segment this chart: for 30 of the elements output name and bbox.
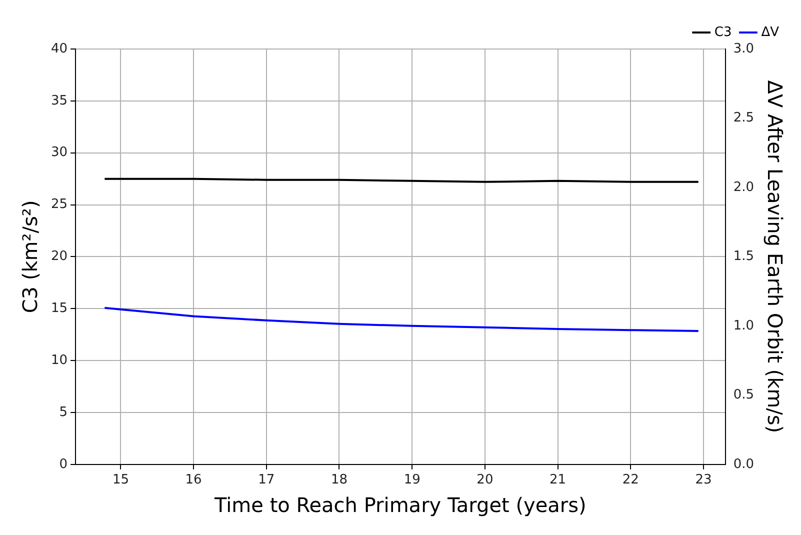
- x-tick-label: 16: [185, 472, 202, 488]
- y-axis-title: C3 (km²/s²): [18, 200, 42, 314]
- y2-tick-label: 2.5: [733, 110, 754, 126]
- y-tick-label: 30: [50, 145, 68, 160]
- y-tick-label: 25: [50, 197, 68, 212]
- y2-tick-label: 0.5: [733, 388, 754, 403]
- y2-tick-label: 1.5: [733, 249, 754, 264]
- x-axis-title: Time to Reach Primary Target (years): [214, 493, 586, 518]
- x-tick-label: 19: [404, 472, 420, 488]
- y-tick-label: 15: [50, 301, 68, 316]
- x-tick-label: 18: [330, 472, 348, 488]
- x-tick-label: 22: [622, 472, 639, 488]
- legend-label: C3: [714, 24, 732, 40]
- y2-tick-label: 0.0: [733, 456, 754, 472]
- x-tick-label: 20: [476, 472, 494, 488]
- y2-tick-label: 2.0: [733, 180, 754, 195]
- y2-tick-label: 1.0: [733, 318, 754, 334]
- legend-label: ΔV: [761, 24, 780, 40]
- y-tick-label: 0: [59, 456, 68, 472]
- x-tick-label: 15: [112, 472, 129, 488]
- x-tick-label: 17: [258, 472, 275, 488]
- y-tick-label: 10: [50, 352, 68, 368]
- y-tick-label: 20: [50, 249, 68, 264]
- x-tick-label: 21: [550, 472, 566, 488]
- y-tick-label: 5: [59, 404, 68, 420]
- y2-axis-title: ΔV After Leaving Earth Orbit (km/s): [762, 80, 787, 434]
- y-tick-label: 40: [50, 41, 68, 56]
- x-tick-label: 23: [695, 472, 712, 488]
- y2-tick-label: 3.0: [733, 41, 754, 56]
- y-tick-label: 35: [50, 93, 68, 108]
